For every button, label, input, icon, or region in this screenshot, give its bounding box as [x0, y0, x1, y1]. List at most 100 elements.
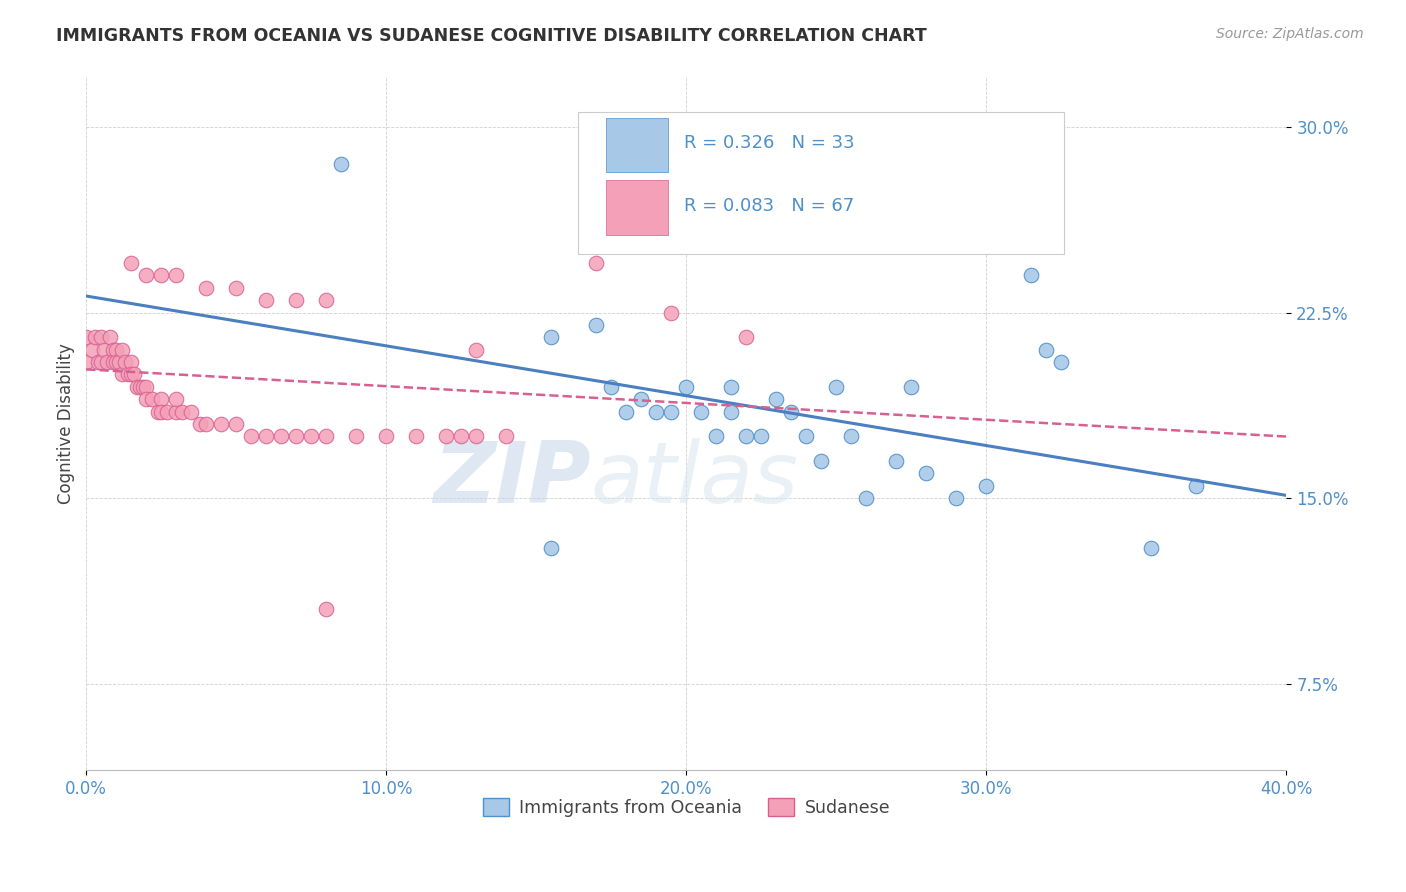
Point	[135, 380, 157, 394]
Point	[1140, 541, 1163, 555]
Point	[1021, 268, 1043, 283]
Point	[111, 368, 134, 382]
Point	[124, 368, 146, 382]
Point	[188, 417, 211, 431]
Point	[120, 256, 142, 270]
Point	[195, 417, 218, 431]
Point	[285, 293, 308, 308]
Point	[585, 256, 607, 270]
Point	[180, 404, 202, 418]
Point	[150, 392, 173, 406]
Point	[209, 417, 232, 431]
Text: R = 0.083   N = 67: R = 0.083 N = 67	[683, 196, 855, 215]
Point	[225, 417, 247, 431]
Point	[75, 355, 97, 369]
Text: ZIP: ZIP	[433, 438, 591, 521]
Point	[720, 404, 742, 418]
Point	[825, 380, 848, 394]
Point	[87, 355, 110, 369]
Point	[75, 330, 97, 344]
Text: Source: ZipAtlas.com: Source: ZipAtlas.com	[1216, 27, 1364, 41]
Point	[120, 355, 142, 369]
Point	[375, 429, 398, 443]
Point	[108, 355, 131, 369]
Point	[450, 429, 472, 443]
Point	[254, 429, 277, 443]
Point	[614, 404, 637, 418]
Text: atlas: atlas	[591, 438, 799, 521]
Point	[90, 355, 112, 369]
Point	[225, 281, 247, 295]
Point	[93, 343, 115, 357]
Point	[315, 602, 337, 616]
Point	[720, 380, 742, 394]
Point	[600, 380, 623, 394]
Point	[434, 429, 457, 443]
Point	[285, 429, 308, 443]
Point	[945, 491, 967, 505]
Point	[1185, 479, 1208, 493]
Point	[735, 429, 758, 443]
Point	[156, 404, 179, 418]
Point	[105, 343, 128, 357]
Text: IMMIGRANTS FROM OCEANIA VS SUDANESE COGNITIVE DISABILITY CORRELATION CHART: IMMIGRANTS FROM OCEANIA VS SUDANESE COGN…	[56, 27, 927, 45]
Point	[315, 293, 337, 308]
Point	[195, 281, 218, 295]
Point	[495, 429, 517, 443]
Point	[98, 330, 121, 344]
Point	[135, 268, 157, 283]
Y-axis label: Cognitive Disability: Cognitive Disability	[58, 343, 75, 504]
Point	[540, 330, 562, 344]
Point	[765, 392, 787, 406]
Point	[465, 343, 488, 357]
Point	[405, 429, 427, 443]
Point	[780, 404, 803, 418]
Point	[270, 429, 292, 443]
Text: R = 0.326   N = 33: R = 0.326 N = 33	[683, 135, 855, 153]
Point	[103, 343, 125, 357]
Point	[810, 454, 832, 468]
Point	[900, 380, 922, 394]
Point	[127, 380, 149, 394]
Point	[96, 355, 118, 369]
Point	[1050, 355, 1073, 369]
Point	[735, 330, 758, 344]
Point	[84, 330, 107, 344]
Point	[120, 368, 142, 382]
Point	[661, 404, 683, 418]
Point	[165, 268, 187, 283]
Point	[796, 429, 818, 443]
Point	[150, 404, 173, 418]
Point	[645, 404, 668, 418]
FancyBboxPatch shape	[606, 118, 668, 172]
Point	[105, 355, 128, 369]
Point	[240, 429, 263, 443]
Point	[886, 454, 908, 468]
Point	[90, 330, 112, 344]
Point	[330, 157, 353, 171]
Point	[114, 355, 136, 369]
Point	[675, 380, 697, 394]
Point	[82, 343, 104, 357]
Point	[1035, 343, 1057, 357]
Point	[148, 404, 170, 418]
Point	[315, 429, 337, 443]
Point	[841, 429, 863, 443]
Point	[855, 491, 877, 505]
Legend: Immigrants from Oceania, Sudanese: Immigrants from Oceania, Sudanese	[475, 791, 897, 824]
Point	[129, 380, 152, 394]
Point	[690, 404, 713, 418]
Point	[165, 392, 187, 406]
Point	[661, 305, 683, 319]
Point	[706, 429, 728, 443]
Point	[141, 392, 163, 406]
Point	[111, 343, 134, 357]
Point	[254, 293, 277, 308]
Point	[585, 318, 607, 332]
Point	[344, 429, 367, 443]
Point	[299, 429, 322, 443]
Point	[172, 404, 194, 418]
Point	[132, 380, 155, 394]
FancyBboxPatch shape	[578, 112, 1064, 254]
Point	[976, 479, 998, 493]
